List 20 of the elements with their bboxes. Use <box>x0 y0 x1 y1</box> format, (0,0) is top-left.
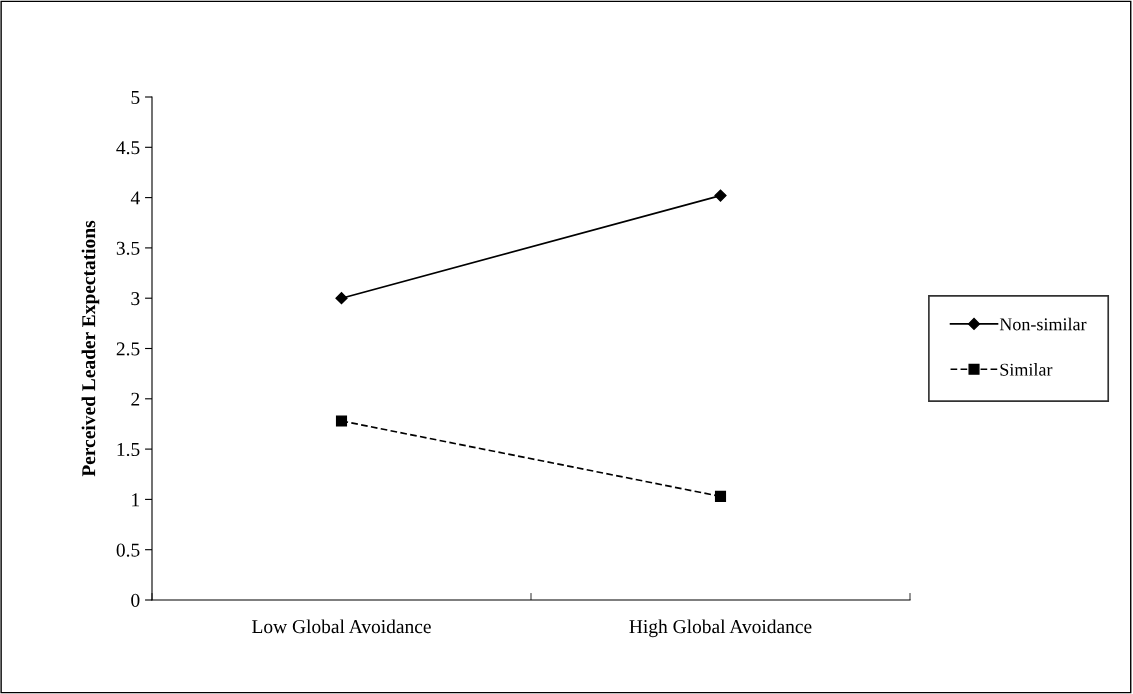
y-tick-label: 0 <box>131 593 140 607</box>
y-tick-label: 1 <box>132 493 140 507</box>
y-tick-label: 0.5 <box>116 543 140 557</box>
y-tick-label: 1.5 <box>117 443 140 457</box>
y-tick-label: 3 <box>131 292 140 306</box>
point <box>714 189 727 202</box>
point <box>714 490 727 502</box>
legend-label: Non-similar <box>999 317 1087 331</box>
y-axis-title: Perceived Leader Expectations <box>81 220 100 477</box>
y-tick-label: 2 <box>131 392 140 406</box>
y-tick-label: 2.5 <box>116 342 140 356</box>
y-tick-label: 4 <box>130 191 140 205</box>
y-tick-label: 3.5 <box>116 241 140 255</box>
legend-label: Similar <box>1000 363 1053 376</box>
y-tick-label: 5 <box>131 91 140 104</box>
x-tick-label: High Global Avoidance <box>629 619 812 638</box>
point <box>335 415 348 427</box>
y-tick-label: 4.5 <box>116 141 140 155</box>
x-tick-label: Low Global Avoidance <box>252 619 431 634</box>
point <box>335 292 348 305</box>
